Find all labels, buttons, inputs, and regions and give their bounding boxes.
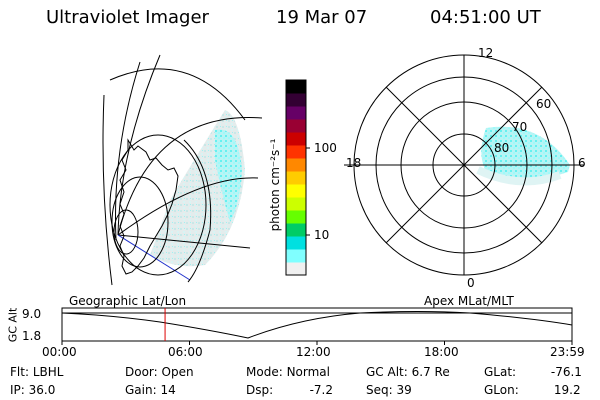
colorbar-unit-label: photon cm⁻²s⁻¹ bbox=[268, 138, 282, 232]
colorbar-cell bbox=[286, 223, 306, 237]
status-gc-alt: GC Alt: 6.7 Re bbox=[366, 365, 450, 379]
timeline-xtick-0600: 06:00 bbox=[168, 345, 203, 359]
status-ip: IP: 36.0 bbox=[10, 383, 56, 397]
colorbar-cell bbox=[286, 119, 306, 133]
timeline-xtick-1200: 12:00 bbox=[296, 345, 331, 359]
timeline-left-caption: Geographic Lat/Lon bbox=[69, 294, 187, 308]
timeline-axis-label: GC Alt bbox=[6, 307, 20, 343]
lat-label-60: 60 bbox=[536, 97, 552, 111]
colorbar-cell bbox=[286, 93, 306, 107]
coastline bbox=[119, 138, 179, 275]
status-mode: Mode: Normal bbox=[246, 365, 330, 379]
timeline-xtick-1800: 18:00 bbox=[424, 345, 459, 359]
colorbar-cell bbox=[286, 80, 306, 94]
status-glat: GLat: -76.1 bbox=[484, 365, 582, 379]
colorbar-cell bbox=[286, 171, 306, 185]
geographic-map bbox=[102, 54, 263, 286]
colorbar-tick-100: 100 bbox=[314, 141, 337, 155]
colorbar-cell bbox=[286, 145, 306, 159]
status-dsp: Dsp: -7.2 bbox=[246, 383, 333, 397]
colorbar-cell bbox=[286, 132, 306, 146]
colorbar-cell bbox=[286, 249, 306, 263]
timeline-right-caption: Apex MLat/MLT bbox=[424, 294, 514, 308]
status-gain: Gain: 14 bbox=[125, 383, 176, 397]
mlt-label-0: 0 bbox=[467, 276, 475, 290]
status-seq: Seq: 39 bbox=[366, 383, 412, 397]
status-door: Door: Open bbox=[125, 365, 194, 379]
altitude-timeline bbox=[61, 307, 573, 345]
colorbar-cell bbox=[286, 236, 306, 250]
mlt-label-6: 6 bbox=[578, 156, 586, 170]
colorbar bbox=[285, 79, 310, 276]
status-filter: Flt: LBHL bbox=[10, 365, 64, 379]
timeline-xtick-0000: 00:00 bbox=[42, 345, 77, 359]
status-glon: GLon: 19.2 bbox=[484, 383, 581, 397]
lat-label-80: 80 bbox=[494, 141, 510, 155]
lat-label-70: 70 bbox=[512, 120, 528, 134]
instrument-title: Ultraviolet Imager bbox=[46, 7, 209, 28]
timeline-ytick-top: 9.0 bbox=[22, 307, 42, 321]
colorbar-cell bbox=[286, 197, 306, 211]
observation-date: 19 Mar 07 bbox=[276, 7, 368, 28]
colorbar-cell bbox=[286, 262, 306, 276]
polar-mlt-plot bbox=[344, 54, 584, 276]
altitude-curve bbox=[61, 311, 573, 339]
colorbar-cell bbox=[286, 158, 306, 172]
mlt-label-12: 12 bbox=[478, 46, 494, 60]
timeline-xtick-2359: 23:59 bbox=[550, 345, 585, 359]
mlt-label-18: 18 bbox=[346, 156, 362, 170]
observation-time: 04:51:00 UT bbox=[430, 7, 541, 28]
colorbar-cell bbox=[286, 106, 306, 120]
colorbar-cell bbox=[286, 184, 306, 198]
colorbar-cell bbox=[286, 210, 306, 224]
colorbar-tick-10: 10 bbox=[314, 228, 330, 242]
timeline-ytick-bottom: 1.8 bbox=[22, 329, 42, 343]
aurora-bright-band bbox=[215, 129, 242, 222]
